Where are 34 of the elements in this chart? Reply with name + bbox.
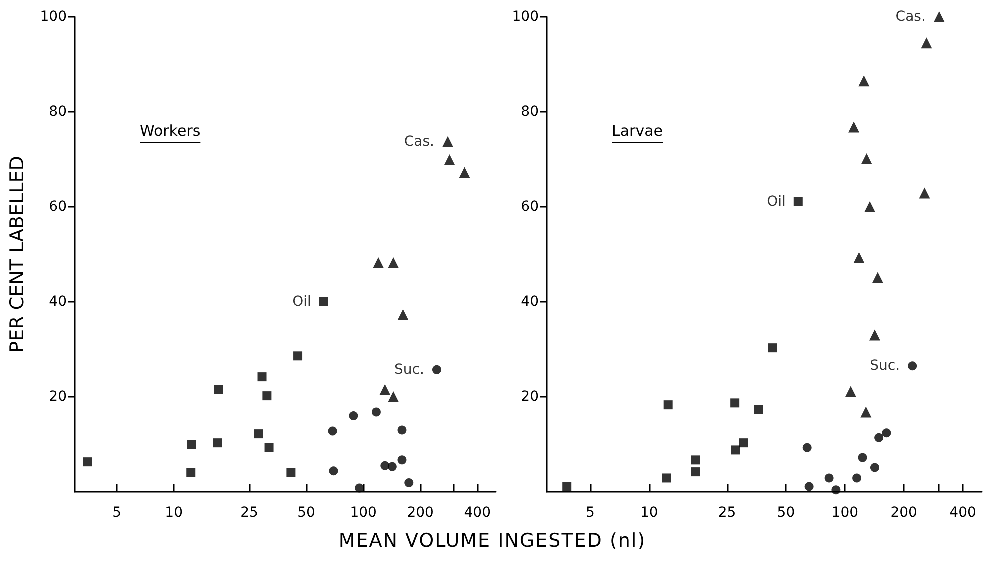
y-tick-label: 60 [49,199,67,215]
y-tick-label: 20 [49,389,67,405]
x-tick-label: 25 [240,505,258,521]
x-tick-label: 10 [165,505,183,521]
x-tick-label: 200 [407,505,434,521]
text: Larvae [612,122,664,140]
y-tick-label: 100 [40,9,67,25]
x-axis-title: MEAN VOLUME INGESTED (nl) [338,530,648,552]
x-tick-label: 200 [890,505,918,521]
text: Workers [140,122,201,140]
series-label: Oil [292,294,312,310]
x-tick-label: 25 [718,505,736,521]
y-tick-label: 80 [521,104,539,120]
x-tick-label: 50 [777,505,796,521]
y-tick-label: 40 [49,294,67,310]
series-label: Cas. [404,134,434,150]
x-tick-label: 50 [298,505,316,521]
series-label: Oil [767,194,786,210]
series-label: Cas. [896,9,926,25]
x-tick-label: 100 [350,505,377,521]
x-tick-label: 5 [112,505,122,521]
y-tick-label: 60 [521,199,539,215]
x-tick-label: 400 [950,505,976,521]
y-tick-label: 80 [49,104,67,120]
x-tick-label: 5 [586,505,595,521]
y-tick-label: 40 [521,294,539,310]
y-axis-title: PER CENT LABELLED [6,156,28,353]
x-tick-label: 10 [640,505,658,521]
x-tick-label: 400 [464,505,492,521]
y-tick-label: 100 [512,9,539,25]
y-tick-label: 20 [521,389,539,405]
x-tick-label: 100 [832,505,859,521]
series-label: Suc. [394,362,424,378]
series-label: Suc. [870,358,900,374]
